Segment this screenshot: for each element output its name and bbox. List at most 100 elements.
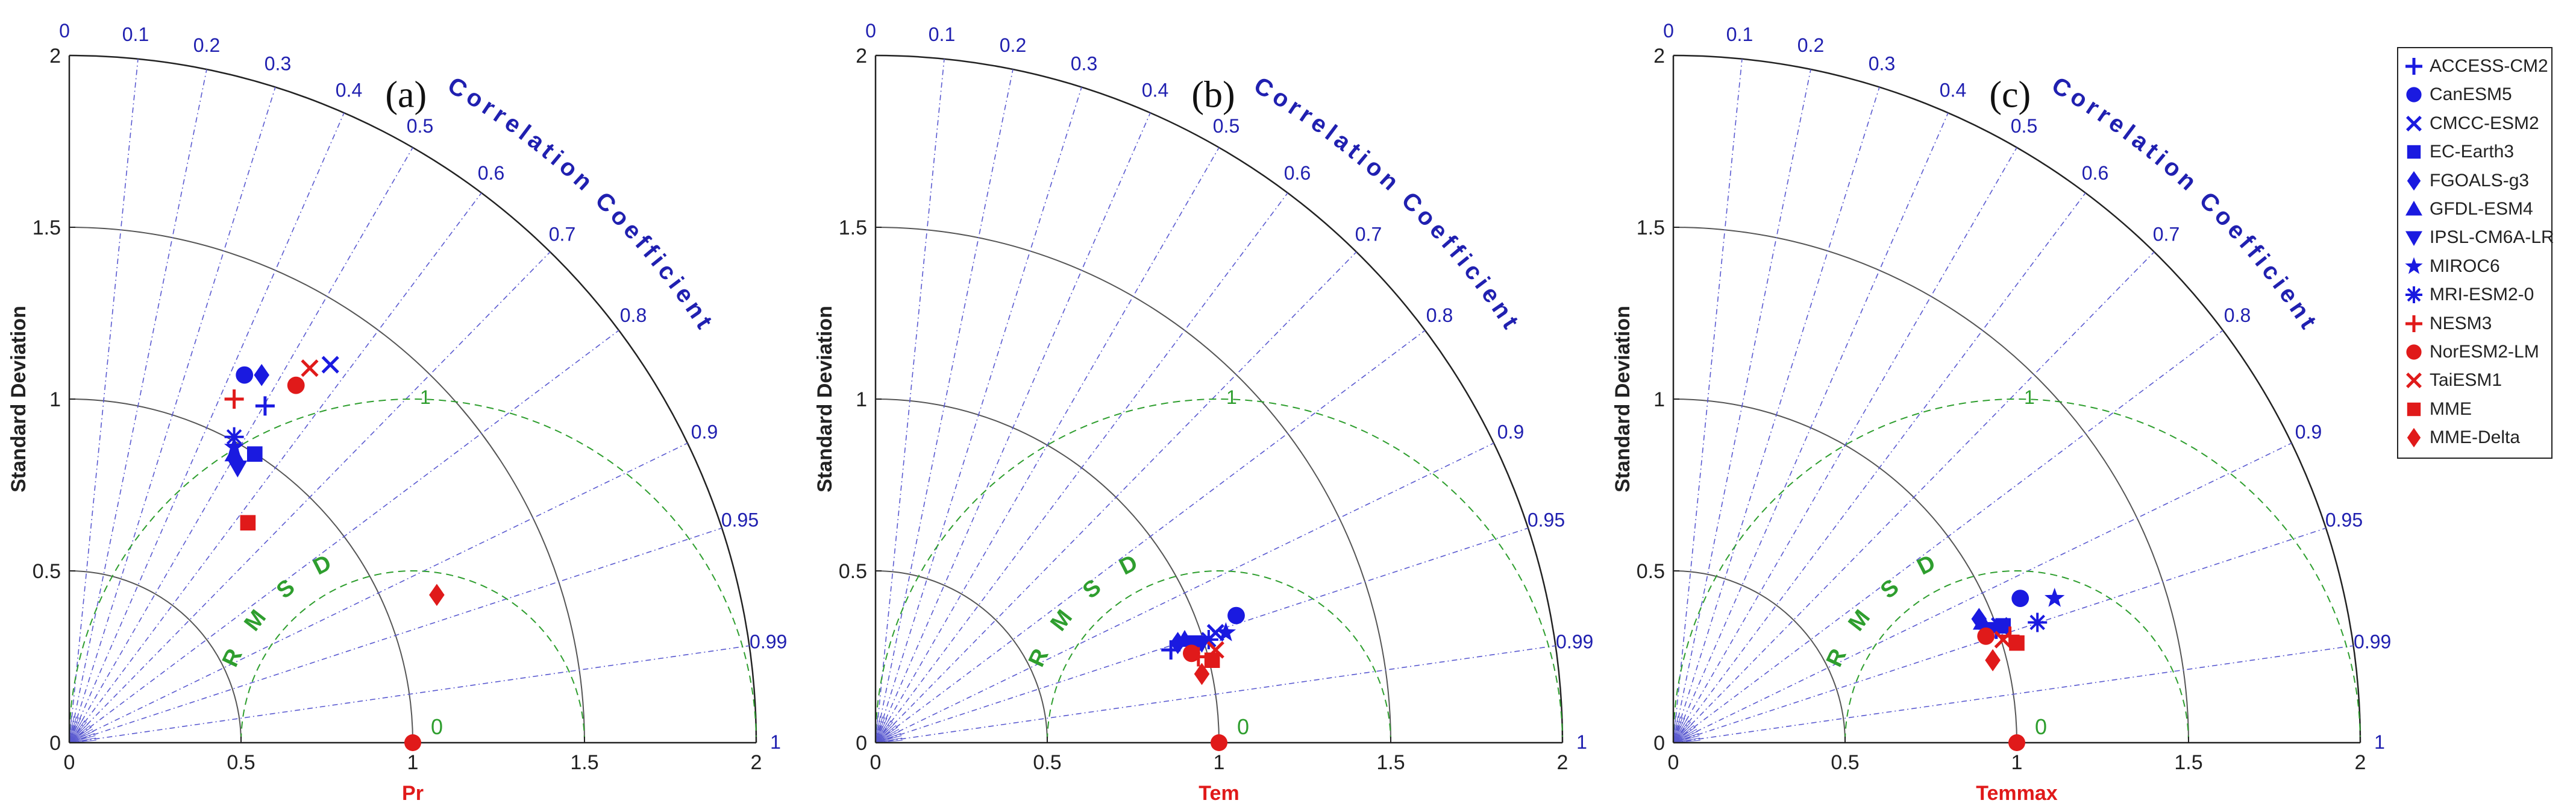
legend-item-nesm3: NESM3 xyxy=(2398,309,2551,338)
y-tick-label: 0.5 xyxy=(839,560,867,583)
legend-item-ipsl-cm6a-lr: IPSL-CM6A-LR xyxy=(2398,223,2554,251)
reference-label: 0 xyxy=(2035,714,2047,739)
data-point-ec-earth3 xyxy=(1995,618,2011,634)
corr-tick-label: 0.1 xyxy=(929,24,955,45)
corr-line-0-4 xyxy=(69,112,345,743)
rmsd-letter: R xyxy=(218,645,248,671)
corr-tick-label: 0.99 xyxy=(1556,631,1593,653)
data-point-access-cm2 xyxy=(255,396,275,416)
corr-fan-line xyxy=(875,716,881,743)
corr-tick-label: 0.3 xyxy=(1071,52,1097,74)
legend-label: NorESM2-LM xyxy=(2430,341,2539,362)
legend-label: CanESM5 xyxy=(2430,84,2512,105)
corr-line-0-9 xyxy=(875,442,1494,743)
rmsd-letter: D xyxy=(309,550,336,580)
x-tick-label: 0.5 xyxy=(1831,751,1859,774)
x-tick-label: 1 xyxy=(2011,751,2023,774)
corr-fan-line xyxy=(69,733,95,743)
corr-fan-line xyxy=(1673,719,1688,743)
legend-marker-shape xyxy=(2407,145,2421,159)
data-point-taiesm1 xyxy=(301,359,319,377)
y-axis-label: Standard Deviation xyxy=(7,306,30,493)
corr-tick-label: 0.6 xyxy=(478,162,504,184)
legend-marker-plus-icon xyxy=(2405,315,2422,332)
legend-label: TaiESM1 xyxy=(2430,370,2502,391)
data-point-nesm3 xyxy=(224,389,244,409)
corr-tick-label: 0.7 xyxy=(549,223,575,245)
rmsd-letter: M xyxy=(1843,605,1875,636)
reference-label: 0 xyxy=(1237,714,1249,739)
legend-marker-triangle-down-icon xyxy=(2405,231,2422,247)
corr-fan-line xyxy=(1673,723,1693,743)
rms-contour-label: 1 xyxy=(420,386,431,408)
corr-fan-line xyxy=(69,725,90,743)
corr-tick-label: 0.95 xyxy=(1528,509,1565,531)
data-point-canesm5 xyxy=(1227,606,1245,625)
legend-label: CMCC-ESM2 xyxy=(2430,113,2539,133)
corr-line-0-5 xyxy=(1673,147,2017,743)
legend-item-mme-delta: MME-Delta xyxy=(2398,423,2551,452)
legend-marker-shape xyxy=(2406,344,2422,360)
corr-fan-line xyxy=(1673,735,1700,743)
corr-fan-line xyxy=(1673,720,1690,743)
y-tick-label: 0 xyxy=(856,732,867,755)
corr-line-0-4 xyxy=(1673,112,1949,743)
corr-fan-line xyxy=(1673,731,1699,743)
x-tick-label: 0 xyxy=(64,751,75,774)
legend-item-canesm5: CanESM5 xyxy=(2398,80,2551,109)
corr-tick-label: 0.8 xyxy=(620,304,647,326)
data-point-canesm5 xyxy=(2011,590,2029,607)
std-arc-0-5 xyxy=(1673,570,1846,743)
corr-fan-line xyxy=(69,723,89,743)
y-tick-label: 1 xyxy=(856,388,867,411)
corr-line-0-99 xyxy=(1673,645,2354,743)
legend-marker-star-icon xyxy=(2405,257,2423,274)
y-tick-label: 1.5 xyxy=(33,216,61,239)
data-point-miroc6 xyxy=(2045,588,2065,607)
legend-item-miroc6: MIROC6 xyxy=(2398,252,2551,280)
corr-fan-line xyxy=(69,719,84,743)
reference-point xyxy=(2008,734,2025,751)
corr-fan-line xyxy=(875,733,901,743)
data-point-cmcc-esm2 xyxy=(321,356,339,374)
data-point-mri-esm2-0 xyxy=(1199,630,1218,649)
corr-tick-label: 0.4 xyxy=(336,80,362,101)
corr-fan-line xyxy=(69,737,96,743)
legend-item-cmcc-esm2: CMCC-ESM2 xyxy=(2398,109,2551,137)
corr-tick-label: 0 xyxy=(865,20,876,42)
rms-contour-label: 1 xyxy=(1226,386,1237,408)
corr-line-0-2 xyxy=(1673,69,1811,743)
data-point-noresm2-lm xyxy=(287,376,305,394)
corr-tick-label: 0.1 xyxy=(1726,24,1753,45)
corr-line-0-8 xyxy=(1673,330,2223,743)
panel-label: (a) xyxy=(385,75,427,116)
legend-item-gfdl-esm4: GFDL-ESM4 xyxy=(2398,195,2551,223)
legend-marker-shape xyxy=(2407,402,2421,416)
std-arc-0-5 xyxy=(875,570,1048,743)
corr-fan-line xyxy=(1673,717,1683,743)
corr-fan-line xyxy=(1673,716,1681,743)
legend-label: NESM3 xyxy=(2430,313,2492,333)
y-tick-label: 1 xyxy=(1653,388,1665,411)
corr-fan-line xyxy=(69,726,92,743)
x-tick-label: 1.5 xyxy=(570,751,598,774)
corr-line-0-6 xyxy=(875,192,1288,743)
y-tick-label: 0 xyxy=(49,732,61,755)
y-tick-label: 2 xyxy=(1653,45,1665,68)
corr-line-0-6 xyxy=(69,192,482,743)
corr-tick-label: 1 xyxy=(1576,731,1587,753)
std-arc-2 xyxy=(1673,54,2361,743)
corr-fan-line xyxy=(1673,726,1696,743)
corr-tick-label: 0.95 xyxy=(721,509,759,531)
corr-tick-label: 0.4 xyxy=(1940,80,1966,101)
legend-item-mme: MME xyxy=(2398,395,2551,423)
corr-fan-line xyxy=(69,722,87,743)
corr-tick-label: 0.8 xyxy=(1426,304,1453,326)
corr-line-0-99 xyxy=(875,645,1556,743)
y-axis-label: Standard Deviation xyxy=(1611,306,1634,493)
corr-tick-label: 0.7 xyxy=(2153,223,2180,245)
corr-tick-label: 1 xyxy=(770,731,781,753)
corr-tick-label: 0.6 xyxy=(1284,162,1311,184)
reference-point xyxy=(404,734,421,751)
corr-fan-line xyxy=(69,735,96,743)
